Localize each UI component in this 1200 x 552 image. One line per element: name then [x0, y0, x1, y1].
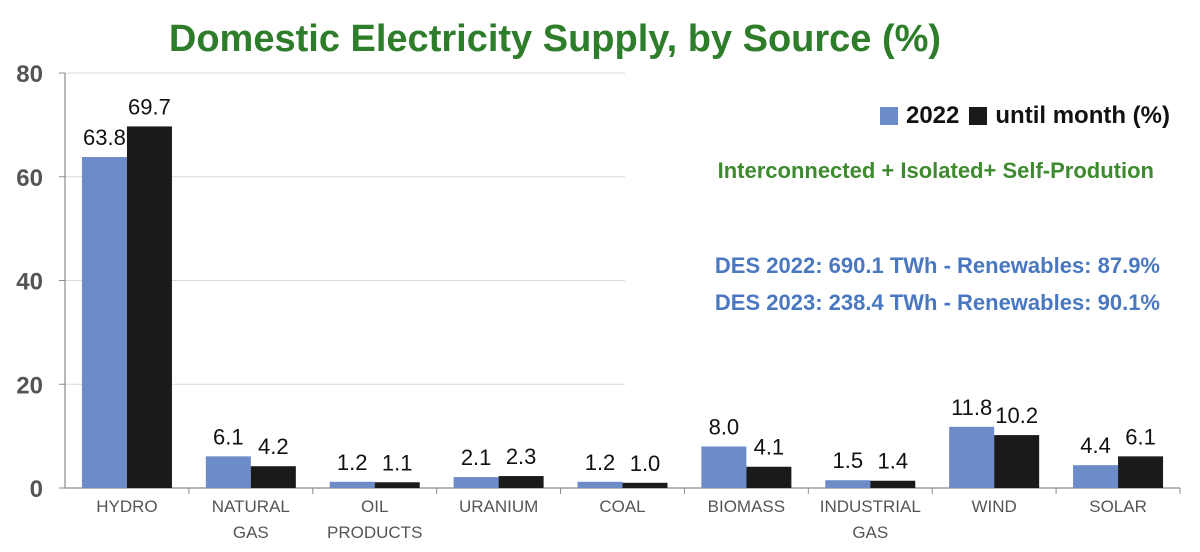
x-tick-label: COAL	[599, 497, 645, 516]
bar-2022	[205, 456, 251, 488]
des-2023-note: DES 2023: 238.4 TWh - Renewables: 90.1%	[714, 290, 1160, 315]
data-label: 2.3	[506, 444, 537, 469]
bar-2022	[701, 446, 747, 488]
bar-until-month	[1118, 456, 1164, 488]
data-label: 1.4	[877, 449, 908, 474]
legend-item-2022: 2022	[879, 102, 960, 130]
legend-label-2022: 2022	[905, 102, 960, 129]
legend-label-until-month: until month (%)	[995, 102, 1170, 129]
data-label: 1.2	[337, 450, 368, 475]
bar-until-month	[374, 482, 420, 488]
x-tick-label: OIL	[361, 497, 388, 516]
data-label: 2.1	[461, 445, 492, 470]
x-tick-label: NATURAL	[212, 497, 290, 516]
data-label: 4.1	[754, 435, 785, 460]
data-label: 6.1	[213, 424, 244, 449]
y-tick-label: 40	[16, 269, 43, 296]
y-tick-label: 60	[16, 165, 43, 192]
x-tick-label: HYDRO	[96, 497, 157, 516]
data-label: 10.2	[995, 403, 1038, 428]
x-tick-label: BIOMASS	[708, 497, 785, 516]
bar-2022	[81, 157, 127, 488]
y-tick-label: 0	[30, 476, 43, 503]
des-2022-note: DES 2022: 690.1 TWh - Renewables: 87.9%	[714, 253, 1160, 278]
data-label: 1.1	[382, 450, 413, 475]
data-label: 8.0	[709, 415, 740, 440]
legend-swatch-2022	[879, 107, 898, 125]
legend-swatch-until-month	[969, 107, 988, 125]
legend: 2022 until month (%)	[870, 102, 1170, 130]
composition-note: Interconnected + Isolated+ Self-Produtio…	[717, 158, 1154, 183]
bar-until-month	[870, 480, 916, 488]
x-tick-label: GAS	[233, 523, 269, 542]
bar-layer	[81, 126, 1164, 489]
data-label: 4.4	[1080, 433, 1111, 458]
y-tick-label: 20	[16, 372, 43, 399]
x-tick-label: GAS	[852, 523, 888, 542]
label-layer: HYDRO 63.869.7 NATURAL GAS 6.1 4.2 OIL PRODUCTS…	[83, 94, 1156, 542]
x-tick-label: INDUSTRIAL	[820, 497, 921, 516]
legend-item-until-month: until month (%)	[969, 102, 1170, 130]
data-label: 69.7	[128, 94, 171, 119]
data-label: 1.5	[832, 448, 863, 473]
bar-until-month	[622, 482, 668, 488]
bar-2022	[1073, 465, 1119, 488]
x-tick-label: WIND	[972, 497, 1017, 516]
data-label: 6.1	[1125, 424, 1156, 449]
data-label: 1.2	[585, 450, 616, 475]
bar-until-month	[250, 466, 296, 488]
x-tick-label: URANIUM	[459, 497, 538, 516]
bar-until-month	[498, 476, 544, 488]
chart-title: Domestic Electricity Supply, by Source (…	[168, 18, 942, 60]
data-label: 63.8	[83, 125, 126, 150]
bar-until-month	[746, 466, 792, 488]
bar-2022	[329, 481, 375, 488]
bar-until-month	[126, 126, 172, 489]
bar-2022	[577, 481, 623, 488]
data-label: 4.2	[258, 434, 289, 459]
data-label: 11.8	[951, 395, 992, 420]
bar-2022	[949, 426, 995, 488]
x-tick-label: PRODUCTS	[327, 523, 422, 542]
bar-2022	[825, 480, 871, 488]
bar-until-month	[994, 435, 1040, 488]
x-tick-label: SOLAR	[1089, 497, 1147, 516]
data-label: 1.0	[630, 451, 661, 476]
y-tick-label: 80	[16, 61, 43, 88]
bar-2022	[453, 477, 499, 488]
